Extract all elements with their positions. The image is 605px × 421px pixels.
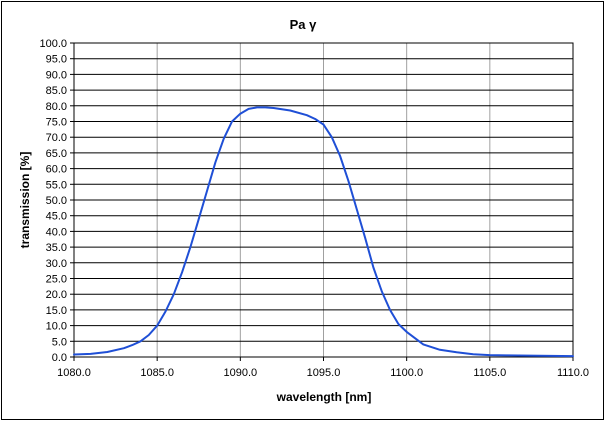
x-tick-label: 1110.0	[557, 367, 589, 379]
chart-title: Pa γ	[290, 17, 318, 32]
y-tick-label: 60.0	[46, 164, 67, 176]
y-tick-label: 75.0	[46, 117, 67, 129]
y-axis-label: transmission [%]	[18, 152, 32, 249]
y-tick-label: 80.0	[46, 101, 67, 113]
x-tick-label: 1095.0	[307, 367, 341, 379]
transmission-series-line	[73, 106, 574, 358]
y-tick-label: 35.0	[46, 242, 67, 254]
x-tick-label: 1085.0	[140, 367, 174, 379]
x-tick-label: 1105.0	[473, 367, 506, 379]
x-tick-label: 1080.0	[57, 367, 91, 379]
y-tick-label: 5.0	[52, 336, 67, 348]
y-tick-label: 70.0	[46, 132, 67, 144]
grid-layer	[70, 42, 574, 361]
y-tick-label: 65.0	[46, 148, 67, 160]
series-layer	[73, 106, 574, 358]
tick-layer: 1080.0 1085.0 1090.0 1095.0 1100.0 1105.0 1110…	[39, 38, 589, 379]
y-tick-label: 85.0	[46, 85, 67, 97]
y-tick-label: 20.0	[46, 289, 67, 301]
y-tick-label: 50.0	[46, 195, 67, 207]
y-tick-label: 0.0	[52, 352, 67, 364]
y-tick-label: 10.0	[46, 321, 67, 333]
y-tick-label: 40.0	[46, 226, 67, 238]
y-tick-label: 55.0	[46, 179, 67, 191]
x-tick-label: 1100.0	[390, 367, 423, 379]
plot-area-border	[73, 42, 574, 358]
y-tick-label: 95.0	[46, 54, 67, 66]
y-tick-label: 25.0	[46, 274, 67, 286]
y-tick-label: 15.0	[46, 305, 67, 317]
y-tick-label: 30.0	[46, 258, 67, 270]
y-tick-label: 45.0	[46, 211, 67, 223]
x-tick-label: 1090.0	[224, 367, 258, 379]
y-tick-label: 90.0	[46, 69, 67, 81]
x-axis-label: wavelength [nm]	[276, 390, 372, 404]
y-tick-label: 100.0	[39, 38, 67, 50]
